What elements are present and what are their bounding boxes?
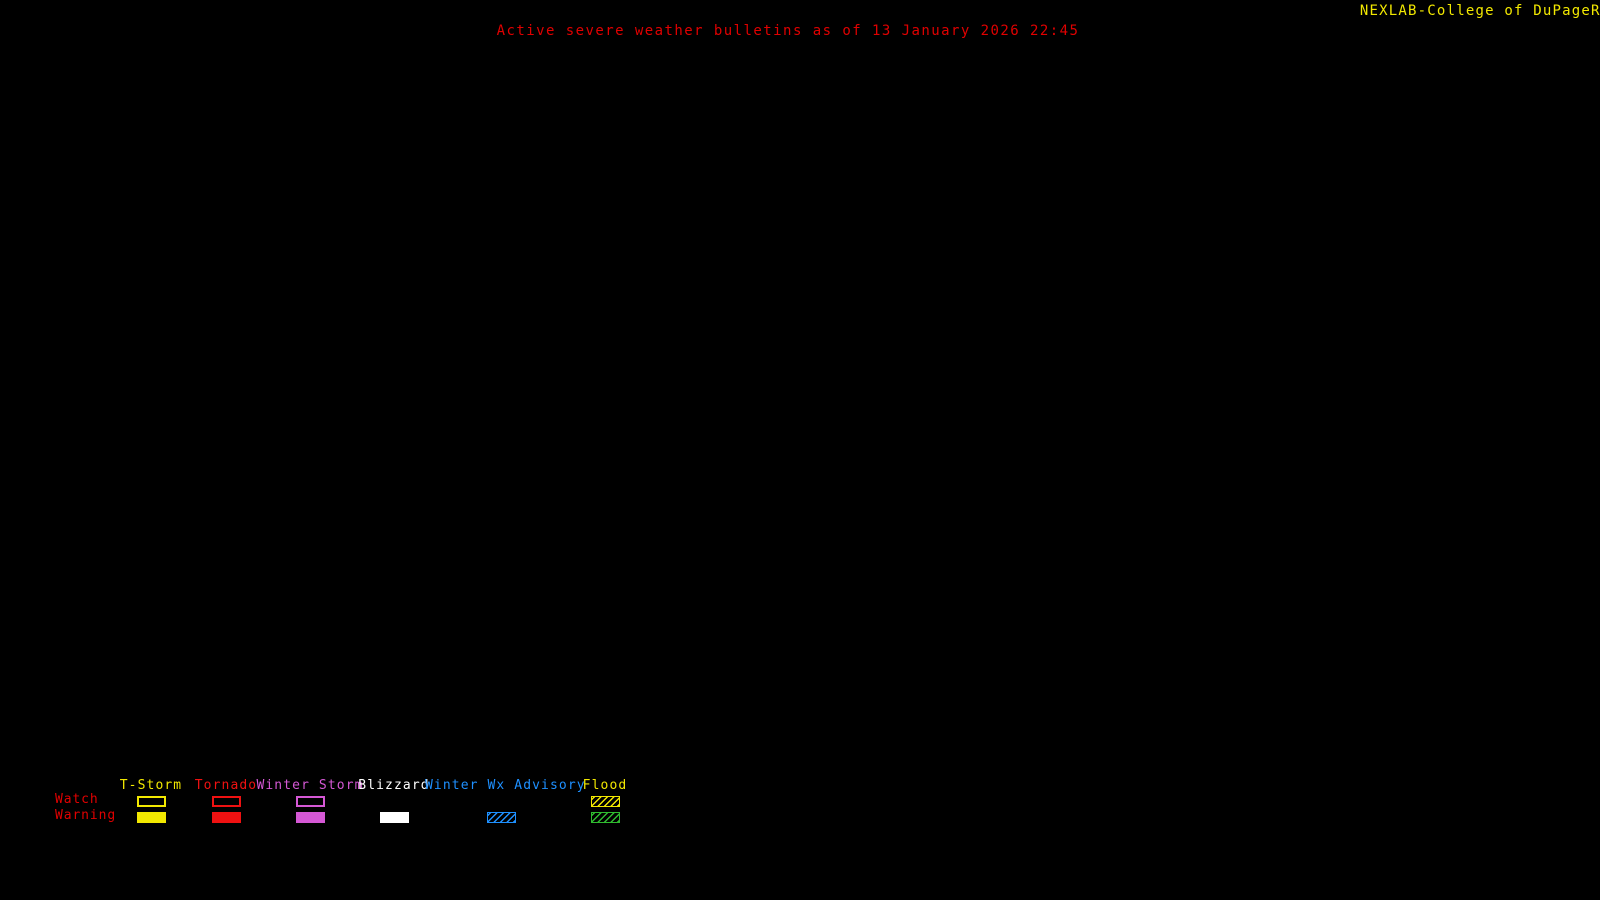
legend-swatch-slot-flood-warning	[564, 809, 646, 825]
legend-swatch-blizzard-watch	[380, 796, 409, 807]
legend-swatch-slot-winter-storm-warning	[254, 809, 366, 825]
legend-swatch-winter-storm-warning	[295, 811, 325, 823]
legend-swatch-slot-blizzard-warning	[353, 809, 435, 825]
legend-label-winter-wx-advisory: Winter Wx Advisory	[425, 778, 586, 793]
map-canvas[interactable]	[0, 44, 1600, 764]
legend-swatch-slot-tornado-watch	[185, 793, 267, 809]
legend-label-winter-storm: Winter Storm	[256, 778, 364, 793]
legend-swatch-flood-warning	[590, 811, 620, 823]
legend-swatch-slot-t-storm-warning	[110, 809, 192, 825]
title-bar: Active severe weather bulletins as of 13…	[0, 20, 1600, 40]
legend-row-label-watch: Watch	[55, 792, 99, 807]
legend-column-t-storm: T-Storm	[110, 778, 192, 825]
legend-swatch-slot-winter-wx-advisory-watch	[425, 793, 577, 809]
legend-row-labels: Watch Warning	[55, 792, 145, 824]
legend-label-flood: Flood	[582, 778, 628, 793]
legend-swatch-t-storm-watch	[136, 795, 166, 807]
legend: Watch Warning T-Storm Tornado Winter Storm…	[0, 778, 1600, 838]
legend-swatch-blizzard-warning	[379, 811, 409, 823]
legend-column-winter-wx-advisory: Winter Wx Advisory	[425, 778, 586, 825]
legend-column-winter-storm: Winter Storm	[254, 778, 366, 825]
legend-swatch-slot-t-storm-watch	[110, 793, 192, 809]
legend-column-flood: Flood	[564, 778, 646, 825]
legend-swatch-winter-wx-advisory-watch	[487, 796, 516, 807]
legend-swatch-slot-winter-storm-watch	[254, 793, 366, 809]
legend-swatch-flood-watch	[590, 795, 620, 807]
legend-swatch-tornado-warning	[211, 811, 241, 823]
brand-text: NEXLAB-College of DuPage	[1359, 3, 1591, 19]
legend-label-t-storm: T-Storm	[119, 778, 183, 793]
legend-row-label-warning: Warning	[55, 808, 117, 823]
legend-swatch-tornado-watch	[211, 795, 241, 807]
legend-column-blizzard: Blizzard	[353, 778, 435, 825]
legend-column-tornado: Tornado	[185, 778, 267, 825]
legend-label-tornado: Tornado	[194, 778, 258, 793]
legend-swatch-slot-winter-wx-advisory-warning	[425, 809, 577, 825]
legend-label-blizzard: Blizzard	[358, 778, 430, 793]
brand-cut-glyph: R	[1591, 3, 1600, 19]
legend-swatch-winter-storm-watch	[295, 795, 325, 807]
legend-swatch-slot-blizzard-watch	[353, 793, 435, 809]
legend-swatch-t-storm-warning	[136, 811, 166, 823]
brand-label: NEXLAB-College of DuPageR	[1360, 2, 1600, 20]
legend-swatch-slot-tornado-warning	[185, 809, 267, 825]
page-title: Active severe weather bulletins as of 13…	[496, 23, 1080, 39]
legend-swatch-winter-wx-advisory-warning	[486, 811, 516, 823]
legend-swatch-slot-flood-watch	[564, 793, 646, 809]
